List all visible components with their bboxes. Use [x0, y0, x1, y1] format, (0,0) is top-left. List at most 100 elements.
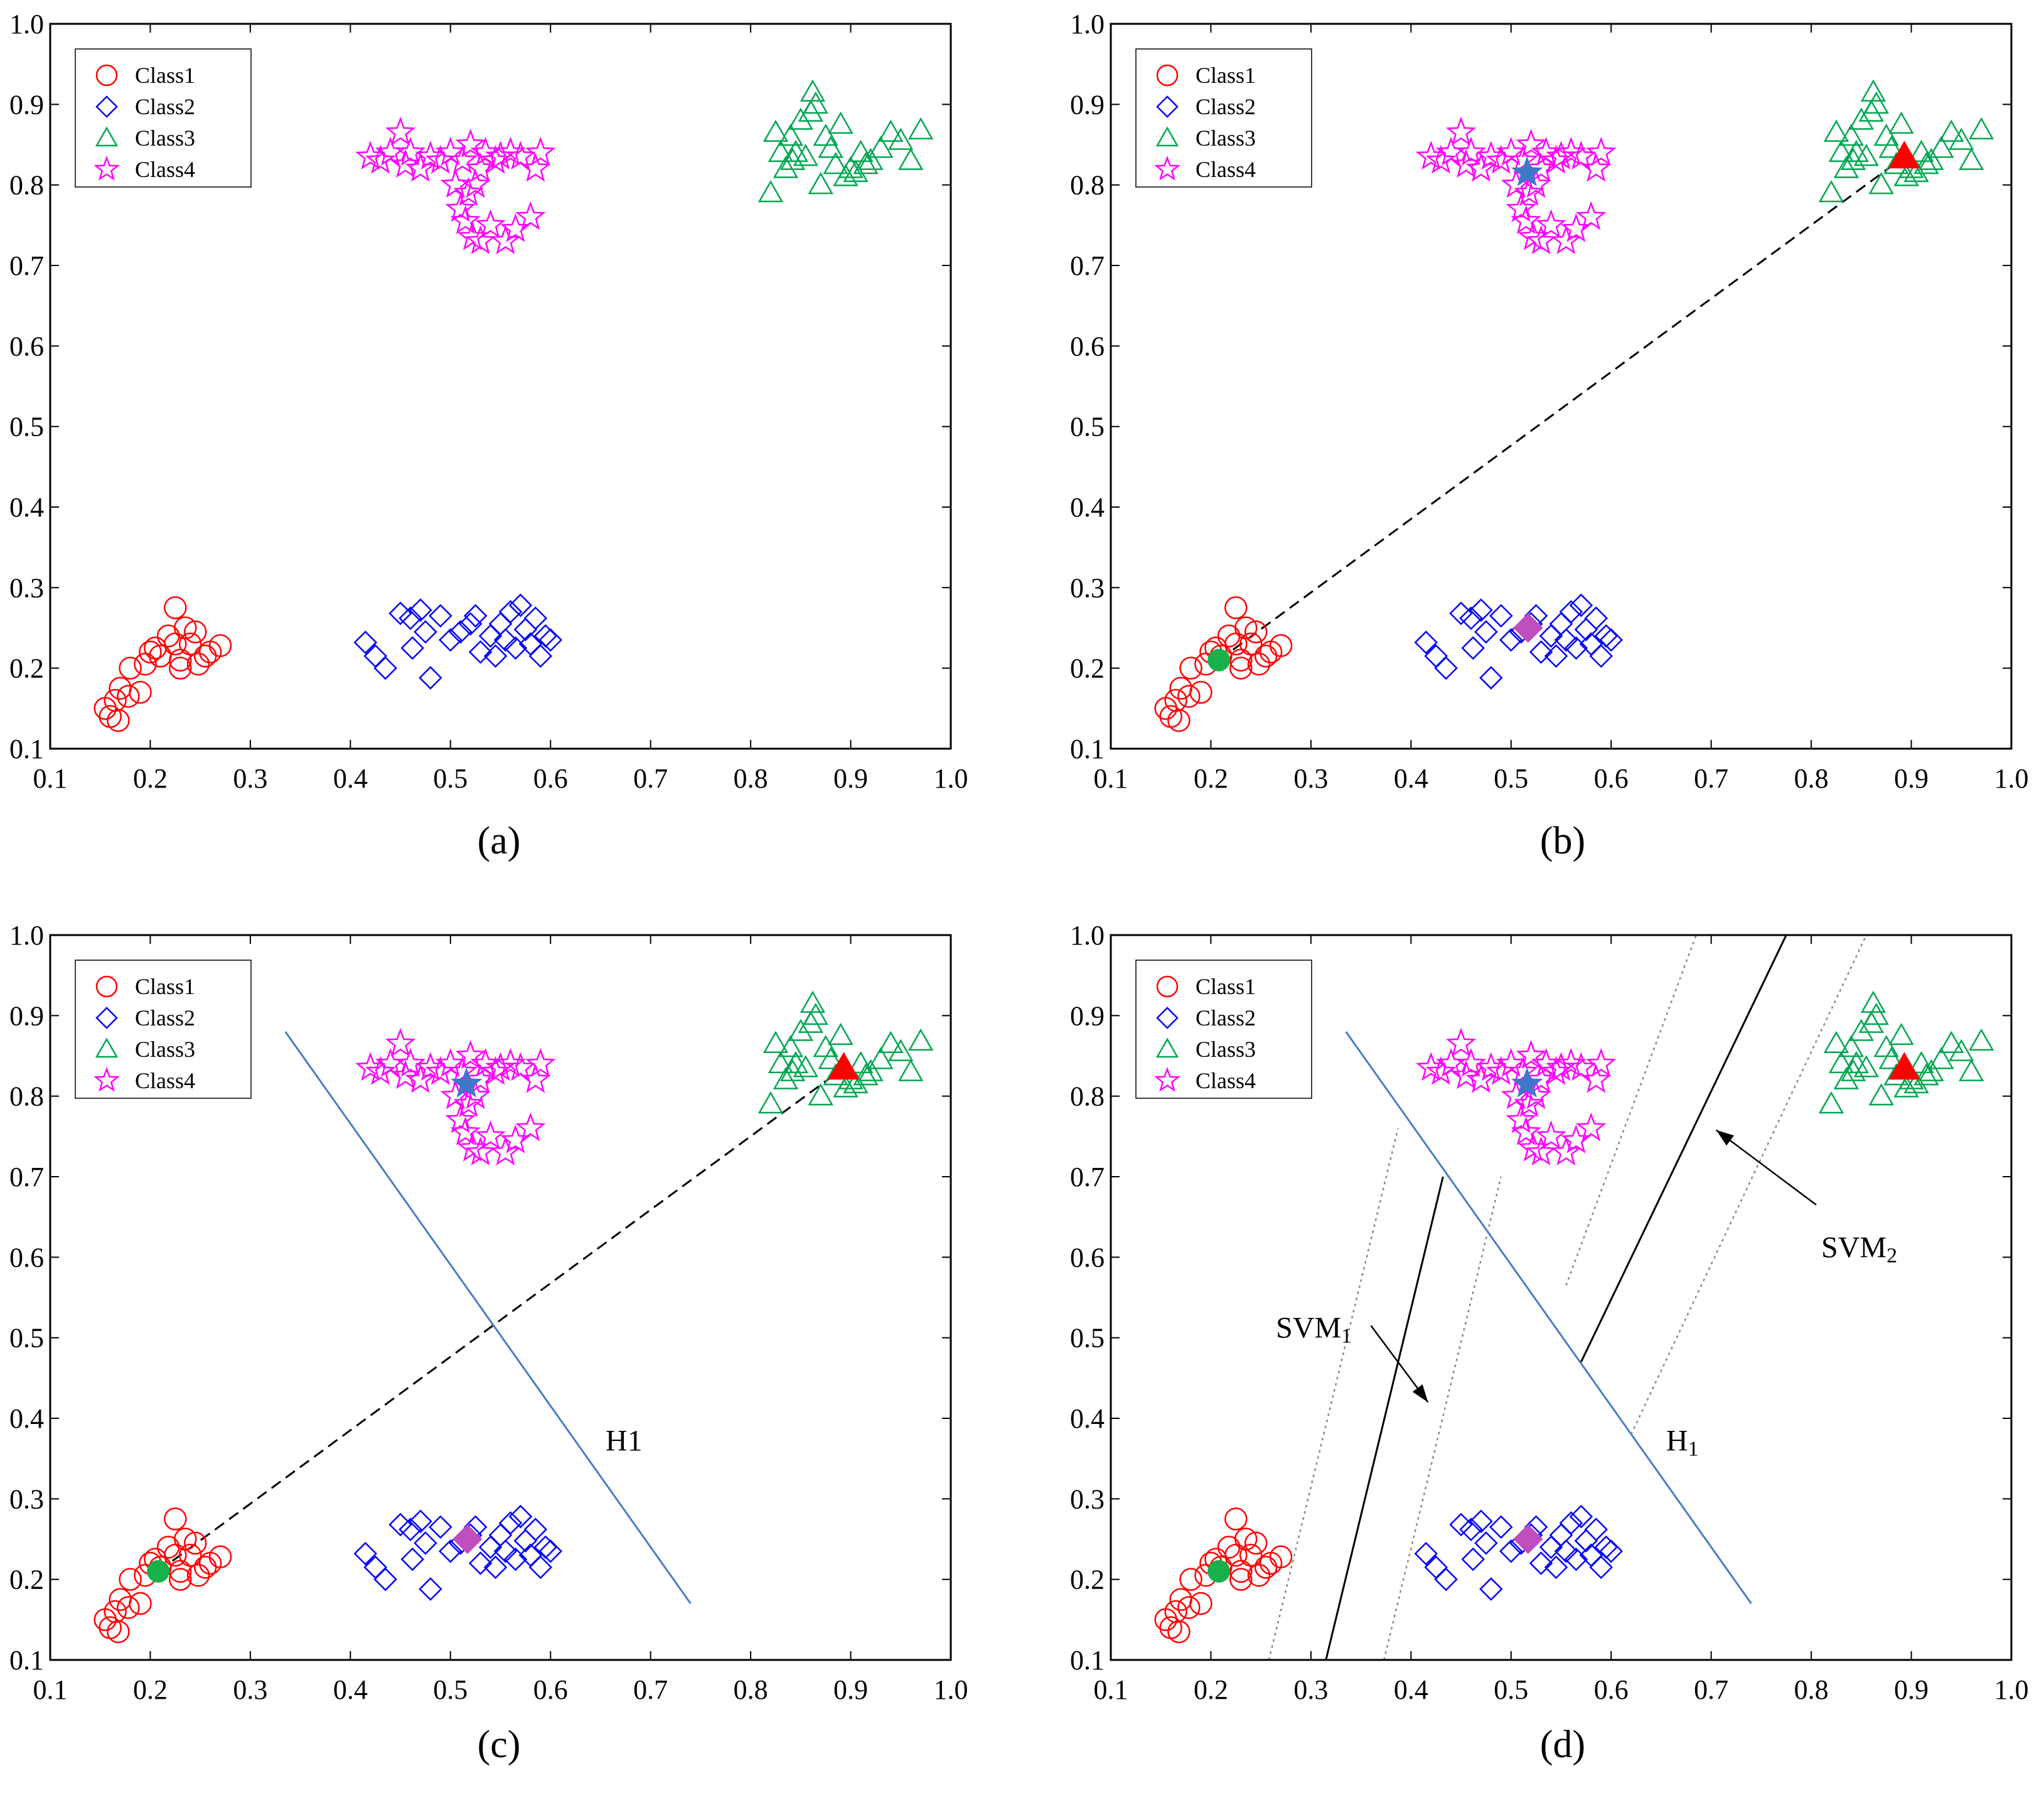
class1-point — [1247, 653, 1271, 676]
x-tick-label: 0.1 — [33, 1674, 68, 1705]
class4-point — [390, 1060, 421, 1089]
class1-point — [1229, 1568, 1253, 1591]
class2-point — [1574, 618, 1598, 641]
class2-point — [1599, 628, 1623, 652]
class3-point — [888, 127, 914, 150]
class3-point — [833, 1075, 859, 1098]
class3-point — [1823, 1030, 1849, 1053]
class4-point — [453, 1088, 484, 1118]
class2-point — [1489, 1515, 1513, 1539]
class4-point — [450, 1116, 481, 1146]
class4-point — [495, 136, 526, 166]
class3-point — [1969, 117, 1994, 140]
legend-class2-label: Class2 — [135, 1005, 195, 1030]
legend-class2-icon — [95, 1007, 118, 1029]
class2-point — [1559, 1511, 1583, 1535]
x-tick-label: 0.3 — [1293, 1674, 1328, 1705]
svm1-margin-right — [1383, 1176, 1502, 1660]
class3-point — [1929, 1047, 1954, 1069]
class2-point — [508, 1504, 533, 1529]
class3-point — [1969, 1028, 1994, 1051]
x-tick-label: 0.9 — [833, 763, 868, 794]
class3-point — [1860, 79, 1886, 102]
class3-point — [868, 136, 894, 158]
panel-caption: (c) — [478, 1723, 521, 1766]
class1-point — [186, 653, 210, 676]
class4-point — [415, 1052, 446, 1081]
class4-point — [490, 1137, 521, 1166]
y-tick-label: 0.7 — [1070, 250, 1105, 281]
class2-point — [1594, 1535, 1619, 1560]
class4-point — [1455, 136, 1487, 166]
class1-point — [1179, 656, 1202, 680]
class2-point — [439, 628, 463, 652]
x-tick-label: 0.2 — [1194, 763, 1228, 794]
legend-class1-label: Class1 — [135, 63, 195, 88]
class3-point — [1893, 1075, 1919, 1098]
class2-point — [1584, 1517, 1608, 1541]
class3-point — [788, 1019, 813, 1041]
class4-point — [445, 1104, 476, 1133]
class4-point — [1514, 176, 1544, 206]
class3-point — [1868, 1083, 1894, 1106]
class1-point — [1244, 1531, 1268, 1555]
legend-class2-icon — [95, 95, 118, 118]
class3-point — [1918, 147, 1944, 170]
class2-point — [498, 600, 523, 624]
h1-line — [284, 1031, 692, 1605]
class2-point — [493, 1539, 518, 1563]
class4-point — [525, 136, 556, 166]
class3-point — [773, 1067, 799, 1089]
x-tick-label: 0.2 — [1194, 1674, 1228, 1705]
class4-point — [1425, 144, 1457, 174]
y-tick-label: 1.0 — [9, 920, 44, 951]
class2-point — [528, 1555, 553, 1580]
class3-point — [853, 152, 879, 174]
class2-point — [493, 628, 518, 652]
class2-point — [373, 656, 397, 680]
y-tick-label: 1.0 — [1070, 9, 1105, 40]
class2-point — [463, 604, 488, 628]
x-tick-label: 0.9 — [1894, 1674, 1929, 1705]
class2-point — [1469, 598, 1493, 623]
panel-caption: (a) — [478, 820, 521, 862]
class1-point — [1179, 1568, 1202, 1591]
x-tick-label: 1.0 — [934, 763, 968, 794]
class3-point — [1903, 1071, 1929, 1094]
class1-point — [1269, 634, 1293, 657]
class4-point — [1507, 1056, 1539, 1085]
plot-frame — [1110, 23, 2013, 750]
class3-point — [1863, 1002, 1889, 1025]
class2-point — [1554, 1539, 1578, 1563]
class1-point — [1234, 1527, 1258, 1551]
class4-point — [390, 149, 421, 178]
class4-point — [447, 1056, 478, 1085]
class3-point — [1959, 1059, 1984, 1081]
class2-point — [363, 644, 387, 668]
y-tick-label: 0.4 — [9, 1403, 44, 1434]
class1-point — [1177, 685, 1201, 708]
x-tick-label: 0.6 — [533, 763, 568, 794]
legend-class4-label: Class4 — [1196, 157, 1256, 182]
class3-point — [793, 144, 818, 166]
class4-center — [1511, 156, 1543, 186]
x-tick-label: 1.0 — [1994, 763, 2029, 794]
class3-point — [1949, 127, 1974, 150]
class2-point — [1449, 1512, 1473, 1537]
class2-point — [468, 1551, 493, 1575]
class4-point — [385, 1027, 416, 1057]
svm2-arrow — [1715, 1129, 1817, 1206]
class3-point — [888, 1039, 914, 1061]
y-tick-label: 0.3 — [9, 572, 44, 603]
class4-point — [1415, 141, 1447, 170]
class2-point — [400, 636, 424, 660]
class3-point — [1903, 159, 1929, 183]
class4-point — [1445, 1027, 1477, 1057]
y-tick-label: 0.8 — [9, 1081, 44, 1112]
class2-point — [458, 612, 483, 636]
class4-point — [1516, 129, 1546, 158]
class1-point — [178, 1543, 202, 1567]
x-tick-label: 0.3 — [233, 763, 267, 794]
class1-point — [174, 616, 197, 639]
